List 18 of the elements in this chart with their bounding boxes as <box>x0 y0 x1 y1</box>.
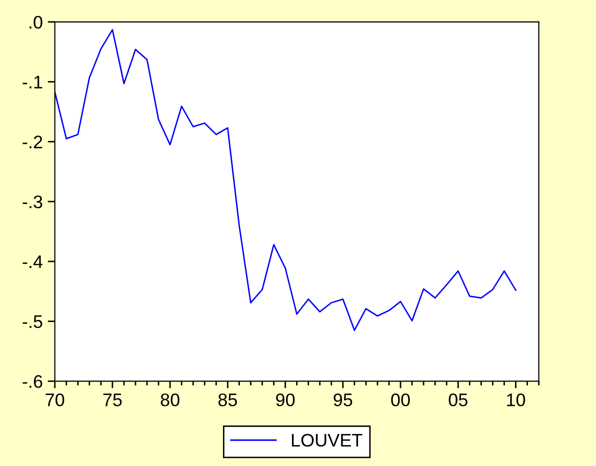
x-tick-label: 95 <box>334 393 352 406</box>
line-series <box>54 28 516 331</box>
y-tick-label: .0 <box>30 16 42 29</box>
x-tick-label: 75 <box>103 394 122 406</box>
x-tick-label: 85 <box>218 393 237 406</box>
y-tick-label: -.5 <box>22 315 42 328</box>
y-tick-label: -.4 <box>22 256 42 268</box>
x-tick-label: 70 <box>46 393 64 406</box>
y-tick-label: -.1 <box>22 76 42 88</box>
y-tick-label: -.2 <box>22 136 42 148</box>
y-tick-label: -.3 <box>22 195 42 208</box>
x-tick-label: 10 <box>507 393 526 406</box>
x-tick-label: 05 <box>448 393 468 406</box>
y-tick-label: -.6 <box>22 375 42 388</box>
x-tick-label: 80 <box>160 393 180 406</box>
legend-label: LOUVET <box>292 434 362 447</box>
x-tick-label: 00 <box>391 393 410 406</box>
x-tick-label: 90 <box>276 393 295 406</box>
